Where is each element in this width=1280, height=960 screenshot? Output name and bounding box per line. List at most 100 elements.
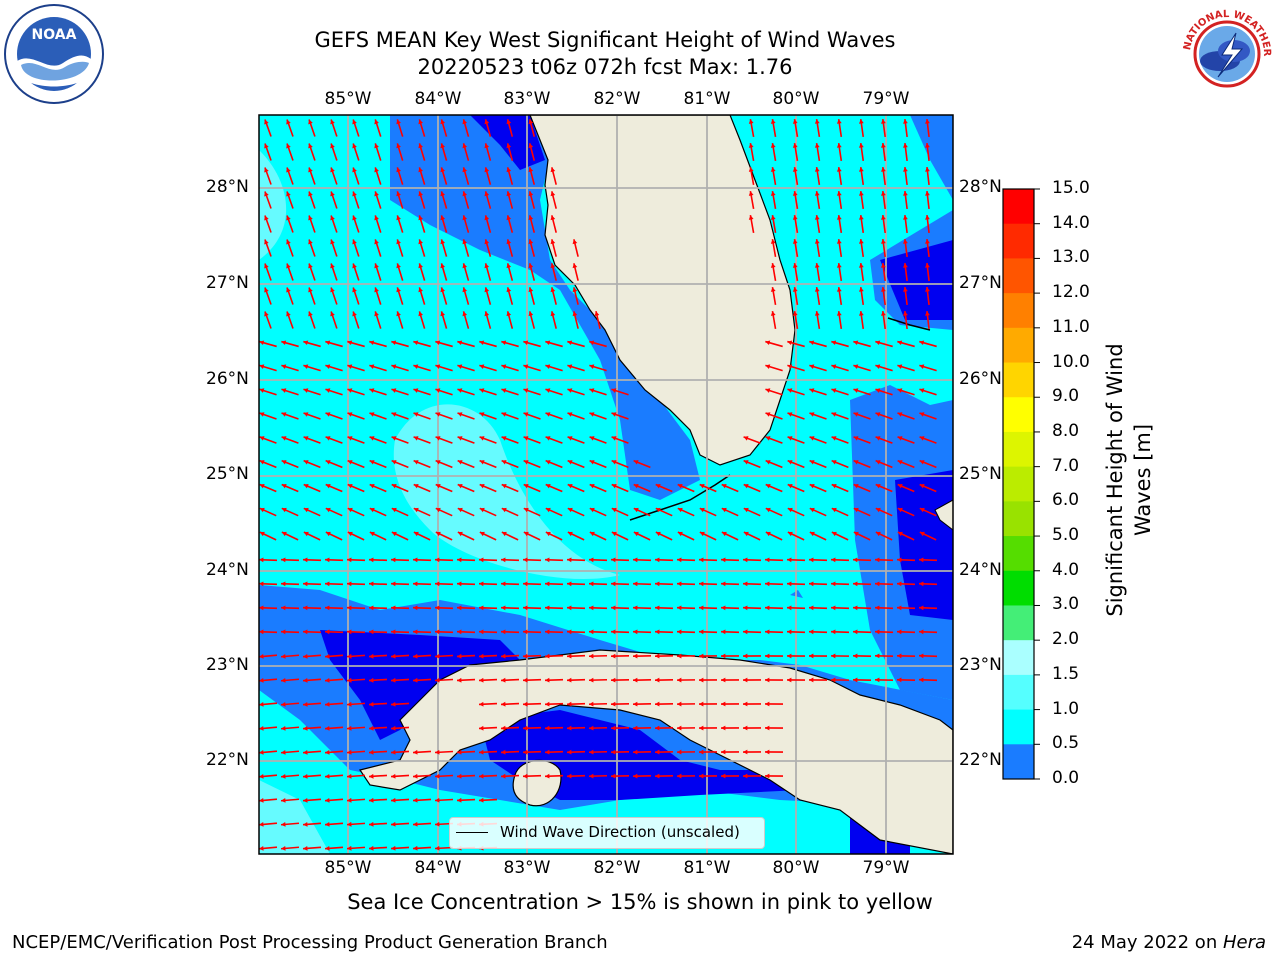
wave-direction-arrowhead (369, 701, 374, 707)
wave-direction-arrowhead (853, 507, 859, 513)
wave-direction-arrowhead (347, 557, 352, 563)
wave-direction-arrowhead (721, 507, 727, 513)
wave-direction-arrowhead (545, 677, 550, 683)
wave-direction-arrowhead (699, 677, 704, 683)
wave-direction-arrowhead (369, 412, 375, 417)
wave-direction-arrowhead (303, 629, 308, 635)
wave-direction-arrowhead (264, 311, 269, 317)
wave-direction-arrowhead (369, 629, 374, 635)
wave-direction-arrowhead (567, 557, 572, 563)
colorbar-label-line2: Waves [m] (1131, 424, 1155, 536)
wave-direction-arrowhead (391, 725, 396, 731)
wave-direction-arrowhead (792, 167, 798, 172)
wave-direction-arrowhead (457, 364, 463, 369)
wave-direction-arrowhead (308, 119, 313, 125)
colorbar (1002, 188, 1040, 780)
wave-direction-arrowhead (462, 287, 468, 293)
wave-direction-arrowhead (352, 311, 357, 317)
wave-direction-arrowhead (611, 412, 617, 417)
wave-direction-arrowhead (589, 773, 594, 779)
colorbar-tick-label: 0.0 (1052, 768, 1080, 788)
wave-direction-arrowhead (484, 215, 490, 221)
wave-direction-arrowhead (347, 653, 352, 659)
wave-direction-arrowhead (858, 191, 864, 196)
lon-label-bottom-82w: 82°W (593, 858, 641, 878)
colorbar-tick-label: 12.0 (1052, 282, 1090, 303)
wave-direction-arrowhead (589, 388, 595, 393)
wave-direction-arrowhead (699, 605, 704, 611)
wave-direction-arrowhead (545, 507, 551, 513)
wave-direction-arrowhead (545, 725, 550, 731)
wave-direction-arrowhead (440, 311, 446, 317)
wave-direction-arrowhead (308, 215, 313, 221)
wave-direction-arrowhead (506, 311, 512, 317)
wave-direction-arrowhead (281, 629, 286, 635)
wave-direction-arrowhead (281, 507, 287, 513)
wave-direction-arrowhead (903, 191, 908, 196)
wave-direction-arrowhead (589, 460, 595, 465)
wave-direction-arrowhead (369, 483, 375, 489)
wave-direction-arrowhead (435, 340, 441, 346)
wave-direction-arrowhead (440, 191, 446, 197)
wave-direction-arrowhead (484, 263, 490, 269)
wave-direction-arrowhead (325, 436, 331, 441)
wave-zone-light-center (393, 404, 620, 579)
wave-direction-arrowhead (501, 531, 507, 537)
wave-direction-arrowhead (919, 653, 924, 659)
wave-direction-arrowhead (853, 412, 859, 417)
wave-direction-arrowhead (523, 725, 528, 731)
wave-direction-arrowhead (792, 215, 798, 220)
wave-direction-arrowhead (418, 191, 423, 197)
wave-direction-arrowhead (259, 629, 264, 635)
wave-direction-arrowhead (589, 364, 595, 369)
wave-direction-arrowhead (545, 412, 551, 417)
wave-direction-arrowhead (413, 629, 418, 635)
lon-label-top-83w: 83°W (503, 89, 551, 109)
wave-direction-arrowhead (633, 483, 639, 489)
wave-direction-arrowhead (809, 507, 815, 513)
wave-direction-arrowhead (611, 557, 616, 563)
wave-direction-arrowhead (831, 412, 837, 417)
wave-direction-arrowhead (479, 581, 484, 587)
wave-direction-arrowhead (369, 557, 374, 563)
wave-direction-arrowhead (853, 653, 858, 659)
wave-direction-arrowhead (567, 581, 572, 587)
wave-direction-arrowhead (770, 239, 776, 244)
wave-direction-arrowhead (814, 143, 820, 148)
wave-direction-arrowhead (897, 460, 903, 465)
wave-direction-arrowhead (303, 653, 308, 659)
wave-direction-arrowhead (881, 143, 886, 148)
wave-direction-arrowhead (903, 287, 908, 292)
wave-direction-arrowhead (479, 629, 484, 635)
wave-direction-arrowhead (352, 143, 357, 149)
wave-direction-arrowhead (435, 483, 441, 489)
wave-direction-arrowhead (567, 629, 572, 635)
wave-direction-arrowhead (875, 629, 880, 635)
wave-direction-arrowhead (589, 749, 594, 755)
wave-direction-arrowhead (897, 507, 903, 513)
wave-direction-arrowhead (418, 239, 423, 245)
wave-direction-arrowhead (303, 821, 308, 827)
wave-direction-arrowhead (594, 311, 600, 317)
wave-direction-arrowhead (303, 797, 308, 803)
wave-direction-arrowhead (655, 677, 660, 683)
wave-direction-arrowhead (440, 215, 446, 221)
wave-direction-arrowhead (677, 749, 682, 755)
wave-direction-arrowhead (396, 167, 401, 173)
wave-direction-arrowhead (479, 436, 485, 441)
footer-host: Hera (1222, 932, 1266, 953)
wave-direction-arrowhead (303, 460, 309, 465)
wave-direction-arrowhead (501, 773, 506, 779)
wave-direction-arrowhead (330, 215, 335, 221)
wave-direction-arrowhead (528, 239, 534, 245)
wave-direction-arrowhead (501, 412, 507, 417)
wave-direction-arrowhead (836, 239, 842, 244)
wave-direction-arrowhead (413, 340, 419, 346)
wave-direction-arrowhead (281, 412, 287, 417)
wave-direction-arrowhead (462, 191, 468, 197)
wave-direction-arrowhead (457, 388, 463, 393)
wave-direction-arrowhead (352, 119, 357, 125)
wave-direction-arrowhead (633, 581, 638, 587)
wave-direction-arrowhead (264, 239, 269, 245)
